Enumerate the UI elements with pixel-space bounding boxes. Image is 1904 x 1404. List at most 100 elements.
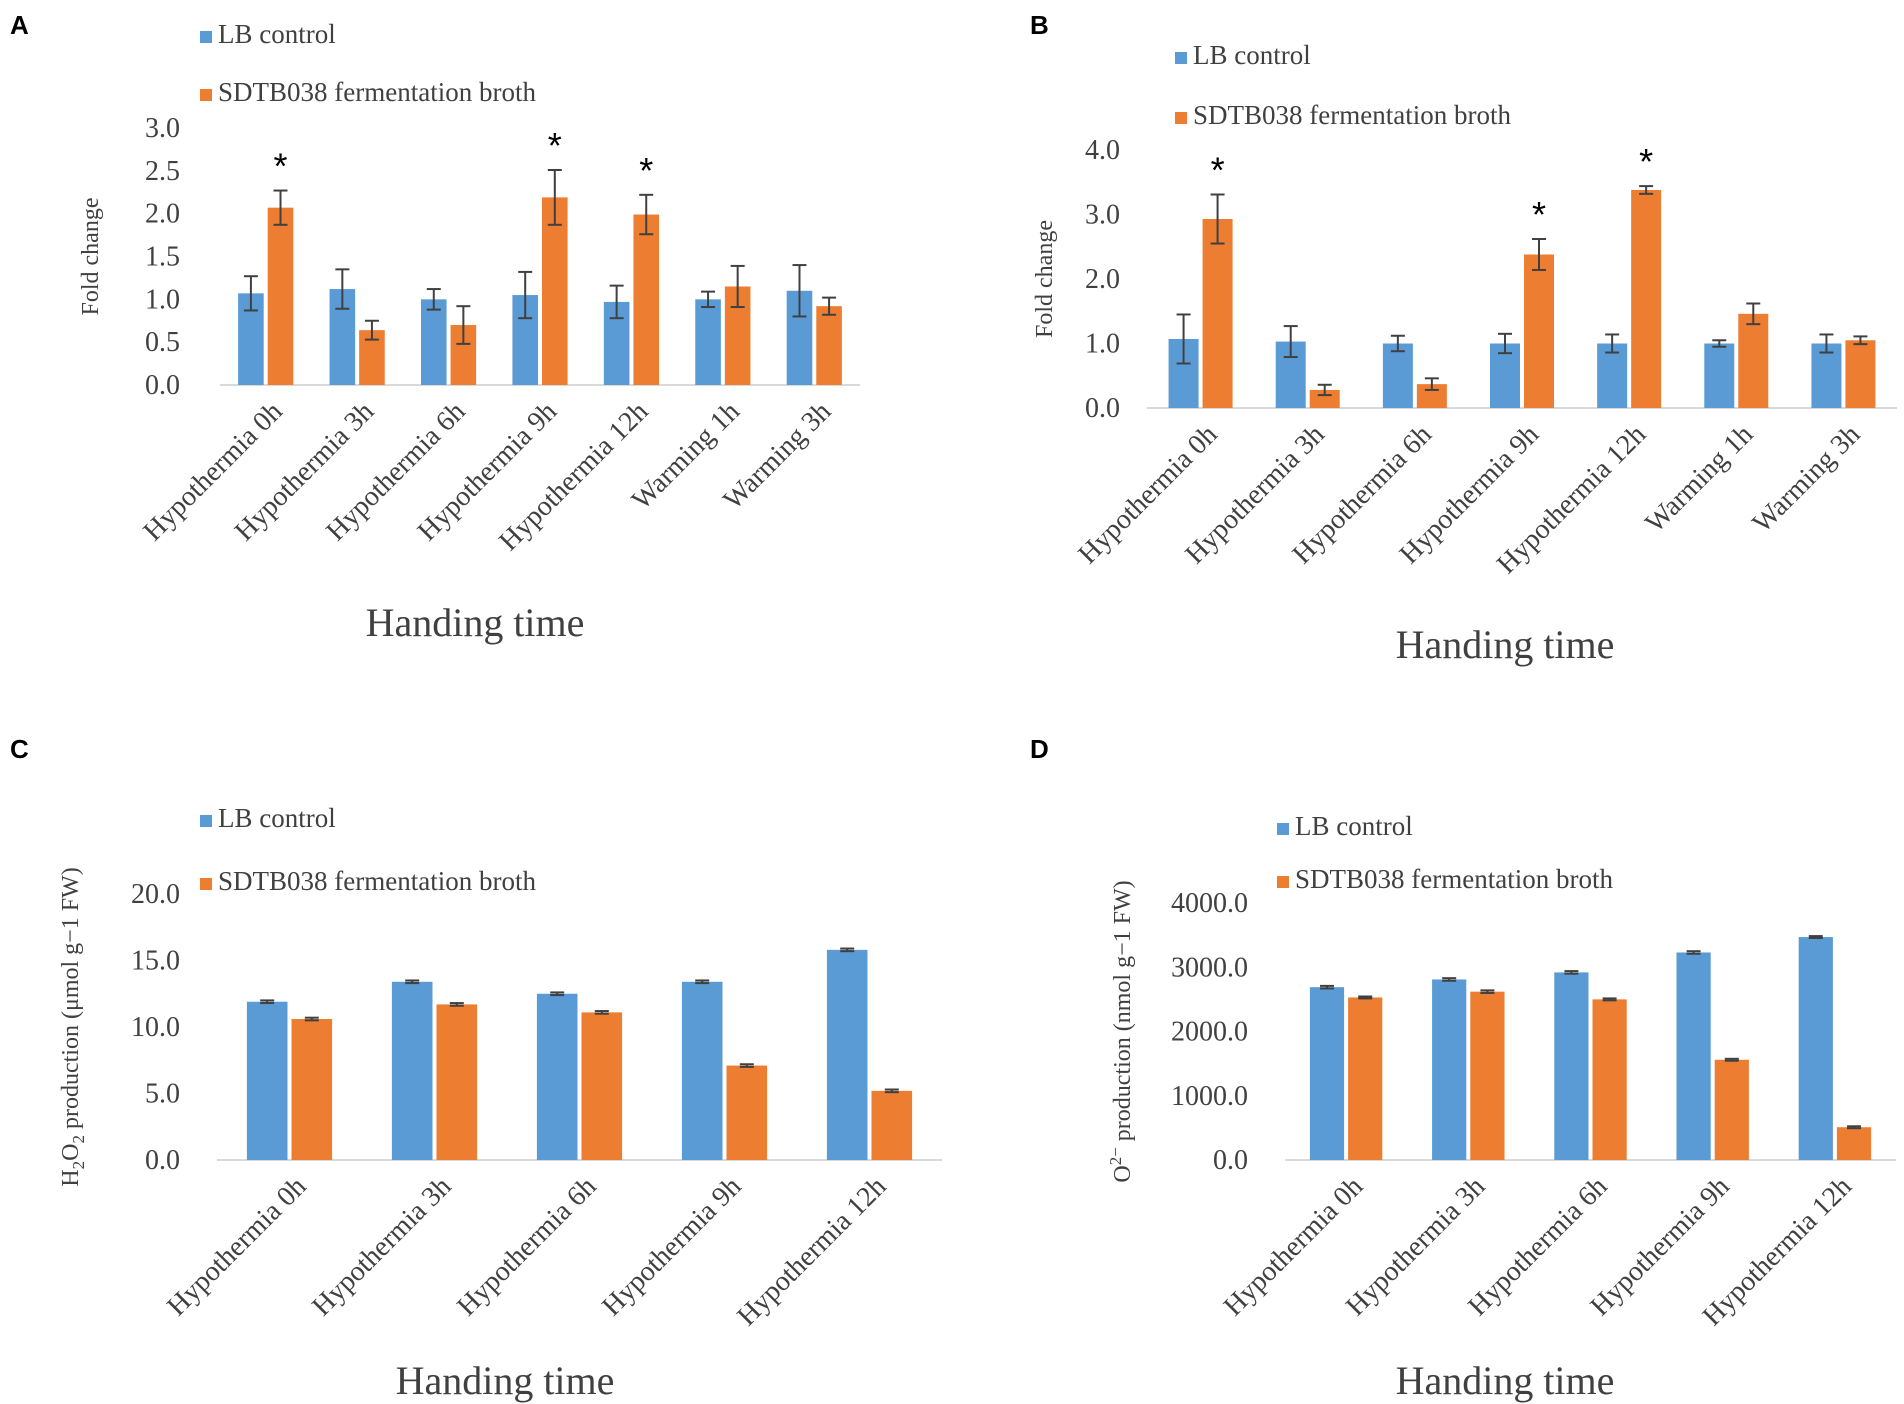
- bar-treated: [1714, 1059, 1749, 1160]
- error-bar: [792, 264, 807, 318]
- bar-control: [1811, 343, 1842, 408]
- x-axis-title: Handing time: [366, 600, 585, 645]
- bar-treated: [1202, 219, 1233, 408]
- category-label: Hypothermia 3h: [306, 1171, 457, 1322]
- error-bar: [426, 288, 441, 311]
- error-bar: [730, 264, 745, 309]
- legend-label-control: LB control: [1295, 811, 1413, 841]
- error-bar: [639, 193, 654, 236]
- error-bar: [1605, 333, 1620, 354]
- legend-label-control: LB control: [218, 19, 336, 49]
- y-tick-label: 20.0: [131, 879, 180, 910]
- legend-label-treated: SDTB038 fermentation broth: [1193, 100, 1511, 130]
- y-tick-label: 2.0: [145, 199, 180, 230]
- legend-label-control: LB control: [218, 803, 336, 833]
- error-bar: [1686, 950, 1701, 955]
- significance-star: *: [548, 125, 562, 166]
- chart-c: LB control SDTB038 fermentation broth 0.0 5…: [58, 803, 942, 1403]
- error-bar: [594, 1010, 609, 1015]
- panel-c: C LB control SDTB038 fermentation broth 0.…: [10, 734, 942, 1403]
- y-axis-title: Fold change: [78, 198, 104, 316]
- error-bar: [273, 189, 288, 226]
- chart-d: LB control SDTB038 fermentation broth 0.0 1…: [1106, 811, 1896, 1403]
- bar-treated: [1309, 389, 1340, 408]
- bar-treated: [1470, 991, 1505, 1160]
- legend-label-treated: SDTB038 fermentation broth: [1295, 864, 1613, 894]
- bar-treated: [1524, 254, 1554, 408]
- error-bar: [335, 268, 350, 310]
- error-bar: [884, 1088, 899, 1094]
- panel-d: D LB control SDTB038 fermentation broth 0.…: [1030, 734, 1896, 1403]
- legend-swatch-treated: [200, 878, 212, 890]
- bar-control: [536, 993, 578, 1160]
- y-tick-label: 3.0: [145, 113, 180, 144]
- legend-label-control: LB control: [1193, 40, 1311, 70]
- error-bar: [518, 270, 533, 320]
- bar-control: [1432, 979, 1467, 1160]
- y-tick-label: 3.0: [1085, 200, 1120, 231]
- bar-control: [1554, 972, 1589, 1160]
- bar-treated: [1631, 189, 1662, 408]
- y-tick-label: 2000.0: [1171, 1017, 1248, 1048]
- category-label: Hypothermia 0h: [161, 1171, 312, 1322]
- bar-treated: [816, 306, 842, 385]
- legend-swatch-treated: [1175, 112, 1187, 124]
- panel-label: A: [10, 10, 29, 40]
- y-tick-label: 4000.0: [1171, 888, 1248, 919]
- chart-b: LB control SDTB038 fermentation broth 0.0 1…: [1032, 40, 1897, 667]
- bar-treated: [1836, 1127, 1872, 1160]
- error-bar: [609, 284, 624, 320]
- bar-control: [1382, 343, 1413, 408]
- bar-treated: [871, 1090, 913, 1160]
- y-tick-label: 5.0: [145, 1079, 180, 1110]
- y-tick-label: 1.0: [145, 284, 180, 315]
- bar-treated: [267, 207, 294, 385]
- error-bar: [1390, 334, 1405, 353]
- y-axis-title: H2O2 production (μmol g−1 FW): [58, 867, 88, 1186]
- y-tick-label: 0.0: [145, 1145, 180, 1176]
- bar-treated: [1845, 340, 1876, 408]
- error-bar: [260, 999, 275, 1005]
- category-label: Hypothermia 12h: [731, 1171, 892, 1332]
- y-axis-title: Fold change: [1032, 220, 1058, 338]
- significance-star: *: [639, 150, 653, 191]
- bar-control: [391, 981, 433, 1160]
- legend-swatch-treated: [200, 89, 212, 101]
- y-tick-label: 0.5: [145, 327, 180, 358]
- category-label: Hypothermia 9h: [596, 1171, 747, 1322]
- panel-label: C: [10, 734, 29, 764]
- y-tick-label: 15.0: [131, 946, 180, 977]
- bar-treated: [436, 1004, 478, 1160]
- y-tick-label: 10.0: [131, 1012, 180, 1043]
- y-tick-label: 1000.0: [1171, 1081, 1248, 1112]
- bar-treated: [581, 1012, 623, 1160]
- bar-control: [420, 299, 447, 385]
- error-bar: [449, 1002, 464, 1007]
- bar-control: [1309, 987, 1345, 1160]
- bar-control: [1597, 343, 1628, 408]
- error-bar: [364, 319, 379, 341]
- y-tick-label: 0.0: [145, 370, 180, 401]
- bar-treated: [1592, 999, 1627, 1160]
- bar-treated: [542, 197, 568, 385]
- chart-a: LB control SDTB038 fermentation broth 0.0 0…: [78, 19, 860, 645]
- bar-control: [1676, 952, 1711, 1160]
- error-bar: [1424, 377, 1439, 391]
- error-bar: [243, 275, 258, 312]
- error-bar: [1639, 185, 1654, 195]
- error-bar: [1358, 995, 1373, 1000]
- bar-control: [695, 299, 721, 385]
- bar-treated: [1348, 997, 1383, 1160]
- category-label: Warming 1h: [1639, 419, 1759, 539]
- legend-swatch-control: [200, 31, 212, 43]
- y-tick-label: 4.0: [1085, 135, 1120, 166]
- y-tick-label: 0.0: [1213, 1145, 1248, 1176]
- error-bar: [739, 1063, 754, 1068]
- x-axis-title: Handing time: [1396, 622, 1615, 667]
- error-bar: [1317, 383, 1332, 397]
- error-bar: [1712, 339, 1727, 348]
- y-tick-label: 3000.0: [1171, 952, 1248, 983]
- panel-label: D: [1030, 734, 1049, 764]
- error-bar: [1283, 325, 1298, 359]
- y-tick-label: 1.5: [145, 242, 180, 273]
